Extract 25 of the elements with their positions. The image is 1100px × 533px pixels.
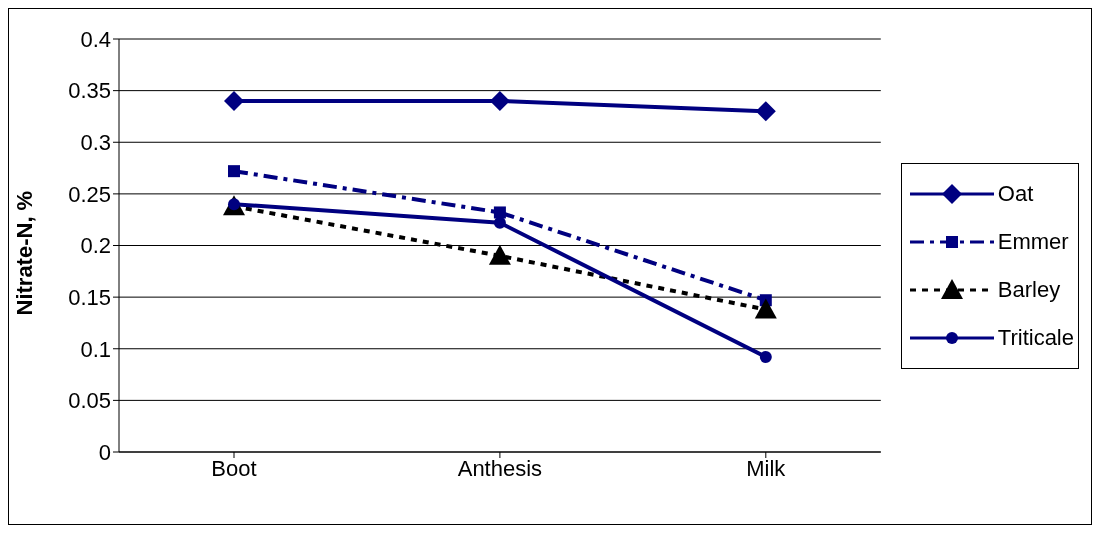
y-tick-label: 0.2 [80,233,111,259]
y-tick-label: 0.1 [80,336,111,362]
point [228,165,240,178]
y-tick-label: 0.4 [80,26,111,52]
y-tick-label: 0.35 [68,78,111,104]
point [759,351,772,364]
y-tick-label: 0.15 [68,284,111,310]
legend-label: Barley [997,276,1061,303]
y-tick-label: 0.3 [80,130,111,156]
x-tick-label: Boot [211,455,257,481]
legend-label: Triticale [997,324,1074,351]
point [493,206,506,219]
y-tick-label: 0 [98,439,111,465]
point [755,101,776,122]
point [754,298,777,319]
point [224,90,244,111]
y-axis-title: Nitrate-N, % [11,190,37,316]
legend-label: Oat [997,180,1034,207]
point [488,244,511,265]
x-tick-label: Anthesis [457,455,543,481]
y-tick-label: 0.25 [68,181,111,207]
legend-label: Emmer [997,228,1069,255]
y-tick-label: 0.05 [68,388,111,414]
point [489,90,510,111]
x-tick-label: Milk [746,455,787,481]
